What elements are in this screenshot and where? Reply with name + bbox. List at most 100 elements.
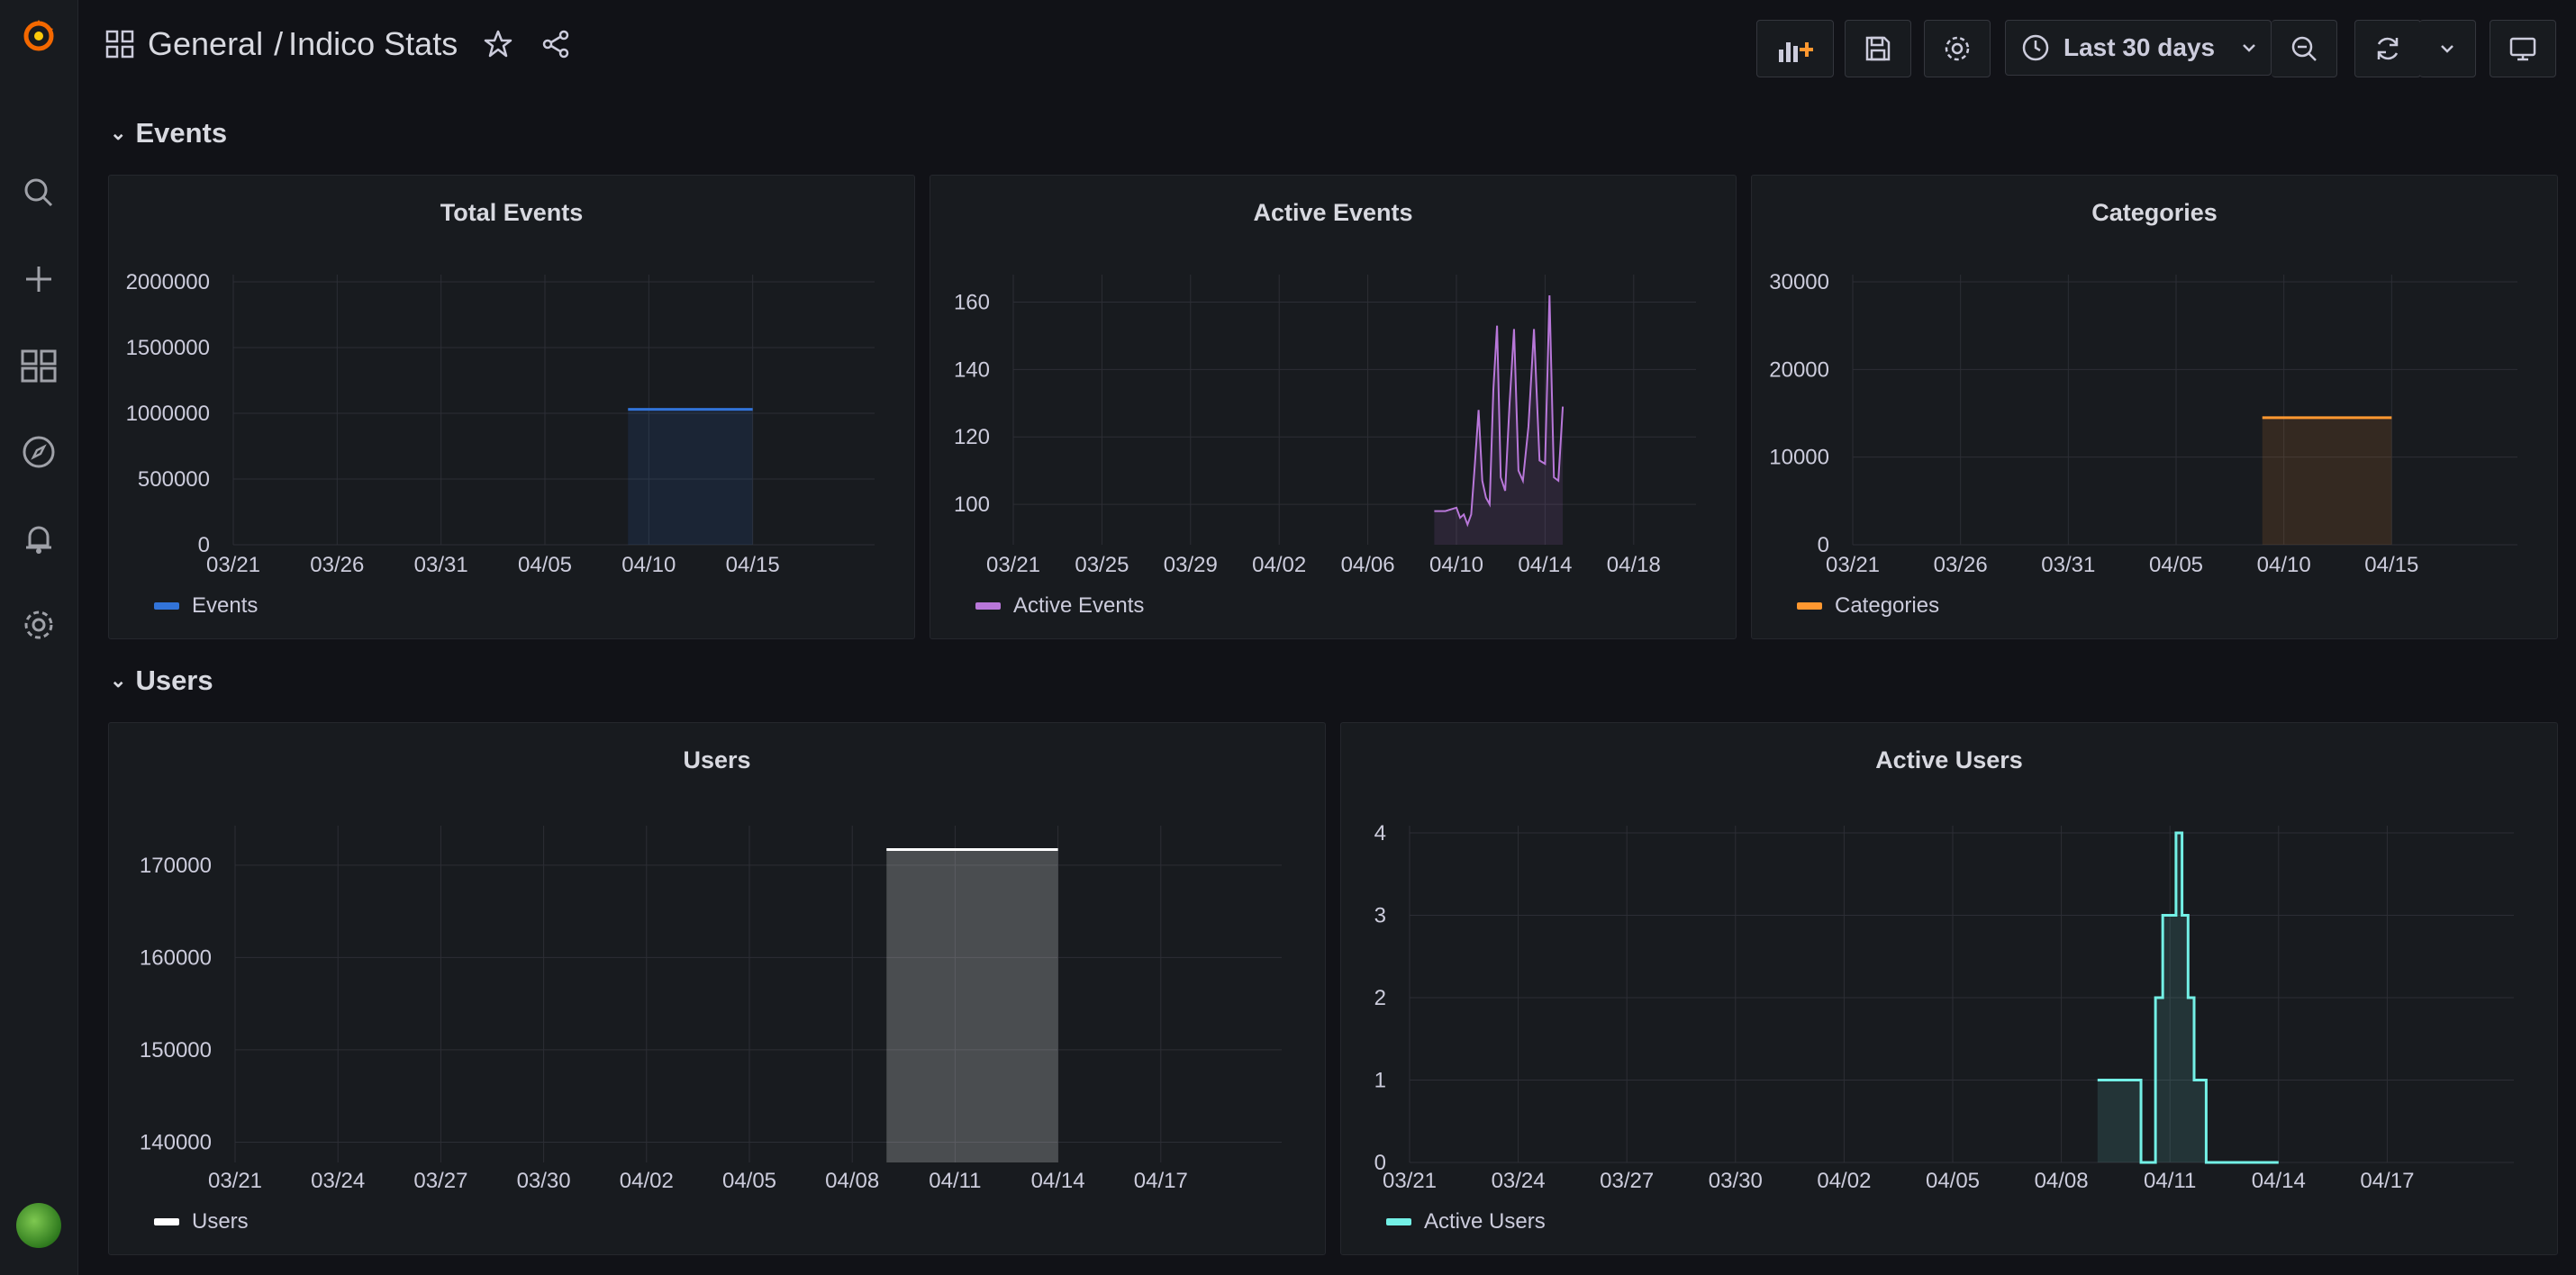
y-tick-label: 150000	[140, 1038, 212, 1062]
panel-categories[interactable]: Categories 03/21 03/26 03/31 04/05 04/10 04/1…	[1751, 175, 2558, 639]
x-tick-label: 03/31	[2041, 553, 2095, 577]
x-tick-label: 03/26	[1934, 553, 1988, 577]
x-tick-label: 04/14	[1518, 553, 1572, 577]
row-users-header[interactable]: ⌄ Users	[110, 665, 213, 697]
y-tick-label: 0	[198, 533, 210, 557]
legend-item[interactable]: Active Events	[975, 593, 1144, 619]
x-tick-label: 04/08	[2035, 1169, 2089, 1193]
legend-label: Events	[192, 593, 259, 618]
search-icon[interactable]	[19, 173, 59, 212]
x-tick-label: 04/05	[518, 553, 572, 577]
tv-mode-button[interactable]	[2490, 20, 2556, 77]
panel-active-users[interactable]: Active Users 03/21 03/24 03/27 03/30 04/02 04…	[1340, 722, 2558, 1255]
x-tick-label: 04/02	[1252, 553, 1306, 577]
x-tick-label: 03/31	[414, 553, 468, 577]
x-tick-label: 03/21	[1826, 553, 1880, 577]
legend-item[interactable]: Active Users	[1386, 1209, 1546, 1234]
legend-item[interactable]: Categories	[1797, 593, 1939, 619]
y-tick-label: 170000	[140, 854, 212, 878]
x-tick-label: 04/02	[620, 1169, 674, 1193]
breadcrumb: General / Indico Stats	[104, 25, 571, 63]
x-tick-label: 03/25	[1075, 553, 1129, 577]
breadcrumb-folder[interactable]: General	[148, 25, 264, 62]
series-area	[628, 409, 753, 545]
y-tick-label: 500000	[138, 467, 210, 492]
y-tick-label: 1500000	[126, 336, 210, 360]
x-tick-label: 03/30	[517, 1169, 571, 1193]
legend-label: Active Users	[1424, 1209, 1546, 1234]
time-picker-button[interactable]: Last 30 days	[2005, 20, 2272, 76]
y-tick-label: 160000	[140, 945, 212, 970]
dashboard-title[interactable]: Indico Stats	[288, 25, 458, 62]
x-tick-label: 03/29	[1164, 553, 1218, 577]
row-events-header[interactable]: ⌄ Events	[110, 117, 227, 149]
legend-item[interactable]: Users	[154, 1209, 249, 1234]
x-tick-label: 04/18	[1607, 553, 1661, 577]
legend-item[interactable]: Events	[154, 593, 258, 619]
clock-icon	[2022, 34, 2049, 61]
legend-swatch	[1797, 602, 1822, 610]
topbar: General / Indico Stats Last 30 days	[77, 0, 2576, 95]
y-tick-label: 3	[1374, 904, 1386, 928]
save-icon	[1865, 36, 1891, 61]
panel-title: Categories	[2091, 199, 2218, 226]
compass-icon[interactable]	[19, 432, 59, 472]
legend-label: Users	[192, 1209, 249, 1234]
refresh-button[interactable]	[2354, 20, 2421, 77]
legend-swatch	[154, 602, 179, 610]
panel-title: Total Events	[440, 199, 584, 226]
y-tick-label: 10000	[1769, 446, 1829, 470]
grafana-logo-icon[interactable]	[19, 16, 59, 56]
breadcrumb-separator: /	[274, 25, 284, 62]
avatar[interactable]	[16, 1203, 61, 1248]
y-tick-label: 100	[954, 493, 990, 517]
x-tick-label: 03/21	[1383, 1169, 1437, 1193]
y-tick-label: 0	[1818, 533, 1829, 557]
series-line	[2097, 831, 2279, 1164]
legend-label: Active Events	[1013, 593, 1145, 618]
save-button[interactable]	[1845, 20, 1911, 77]
bell-icon[interactable]	[19, 519, 59, 558]
chevron-down-icon	[2441, 45, 2454, 53]
x-tick-label: 04/17	[2360, 1169, 2414, 1193]
categories-chart: 03/21 03/26 03/31 04/05 04/10 04/15 30000 20000…	[1769, 270, 2517, 577]
refresh-interval-dropdown[interactable]	[2419, 20, 2476, 77]
x-tick-label: 04/10	[1429, 553, 1483, 577]
panel-users[interactable]: Users 03/21 03/24 03/27 03/30 04/02 04/05 04/0…	[108, 722, 1326, 1255]
dashboards-icon[interactable]	[19, 346, 59, 385]
star-icon[interactable]	[483, 29, 513, 59]
series-line	[1434, 294, 1565, 528]
gear-icon[interactable]	[19, 605, 59, 645]
refresh-icon	[2377, 37, 2399, 60]
panel-title: Active Events	[1253, 199, 1413, 226]
chevron-down-icon	[2243, 44, 2255, 52]
plus-icon[interactable]	[19, 259, 59, 299]
share-icon[interactable]	[540, 29, 571, 59]
y-tick-label: 2000000	[126, 270, 210, 294]
x-tick-label: 04/06	[1341, 553, 1395, 577]
zoom-out-icon	[2291, 36, 2317, 61]
y-tick-label: 30000	[1769, 270, 1829, 294]
y-tick-label: 140000	[140, 1130, 212, 1154]
x-tick-label: 03/30	[1709, 1169, 1763, 1193]
panel-total-events[interactable]: Total Events 03/21 03/26 03/31 04/05 04/10 04…	[108, 175, 915, 639]
legend-swatch	[975, 602, 1001, 610]
add-panel-icon	[1779, 42, 1813, 62]
tv-icon	[2509, 37, 2536, 61]
series-area	[2262, 417, 2392, 545]
zoom-out-button[interactable]	[2272, 20, 2337, 77]
y-tick-label: 20000	[1769, 357, 1829, 382]
y-tick-label: 0	[1374, 1151, 1386, 1175]
row-title: Events	[135, 117, 228, 149]
x-tick-label: 03/26	[310, 553, 364, 577]
x-tick-label: 04/14	[2252, 1169, 2306, 1193]
x-tick-label: 03/21	[208, 1169, 262, 1193]
x-tick-label: 03/21	[986, 553, 1040, 577]
x-tick-label: 04/10	[2257, 553, 2311, 577]
settings-icon	[1945, 36, 1970, 61]
y-tick-label: 160	[954, 290, 990, 314]
y-tick-label: 1000000	[126, 402, 210, 426]
settings-button[interactable]	[1924, 20, 1991, 77]
add-panel-button[interactable]	[1756, 20, 1834, 77]
panel-active-events[interactable]: Active Events 03/21 03/25 03/29 04/02 04/06 0…	[930, 175, 1737, 639]
